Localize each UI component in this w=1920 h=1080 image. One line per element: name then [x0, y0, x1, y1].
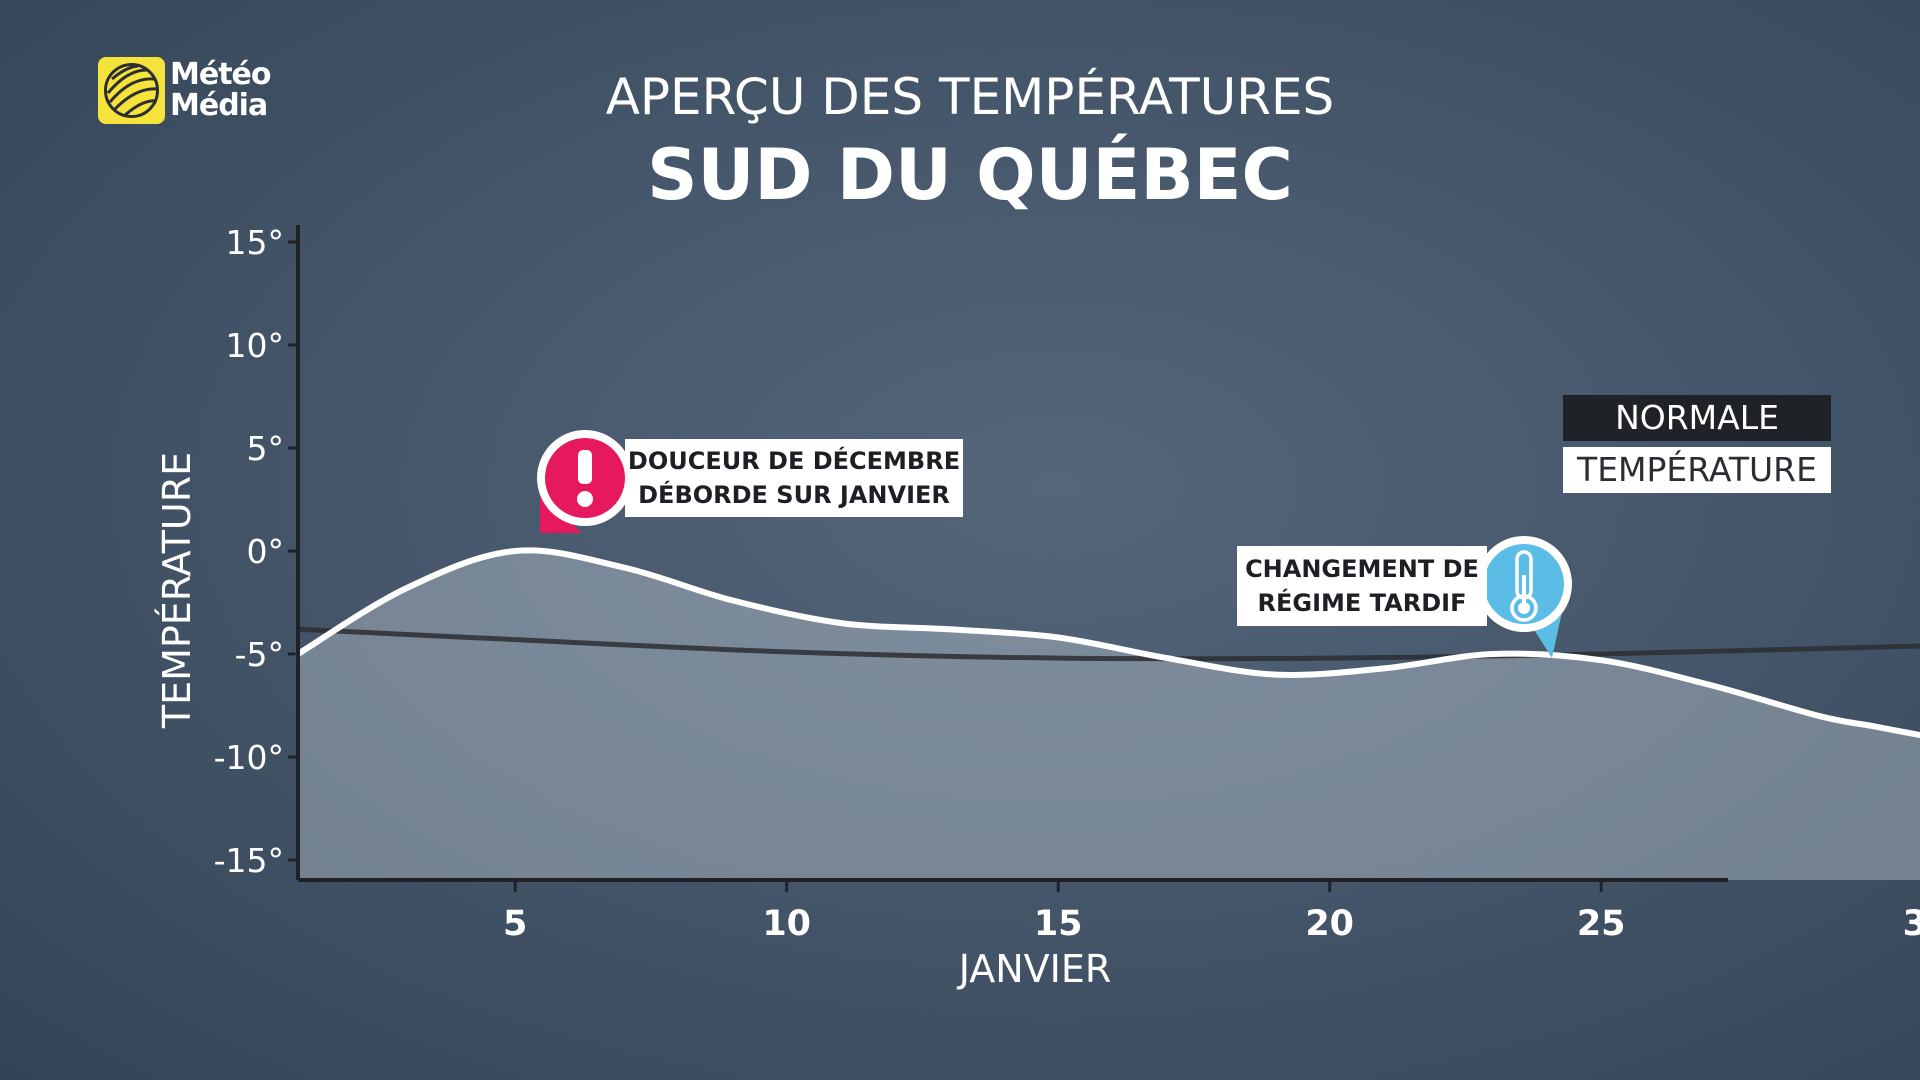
series-line-normale: [295, 626, 1920, 662]
x-axis-title: JANVIER: [957, 947, 1112, 991]
y-tick-label: 10°: [226, 326, 285, 365]
brand-line-2: Média: [170, 88, 268, 123]
y-tick-label: 15°: [226, 223, 285, 262]
brand-line-1: Météo: [170, 57, 271, 92]
annotation-changement: CHANGEMENT DE RÉGIME TARDIF: [1237, 546, 1487, 626]
x-tick-label: 5: [503, 904, 527, 944]
x-tick-label: 20: [1305, 904, 1354, 944]
x-tick-label: 31: [1903, 904, 1920, 944]
x-ticks-layer: 5 10 15 20 25 31: [503, 880, 1920, 944]
legend-normale: NORMALE: [1563, 395, 1831, 441]
x-tick-label: 15: [1034, 904, 1083, 944]
y-tick-label: 0°: [247, 532, 285, 571]
series-lines-layer: [295, 547, 1920, 739]
annotation-douceur-line-1: DOUCEUR DE DÉCEMBRE: [627, 447, 961, 475]
temperature-area-layer: [298, 550, 1920, 880]
exclamation-icon: [577, 450, 593, 507]
annotation-douceur-line-2: DÉBORDE SUR JANVIER: [638, 481, 950, 509]
annotation-changement-line-2: RÉGIME TARDIF: [1257, 589, 1467, 617]
brand-name: Météo Média: [170, 59, 271, 121]
meteomedia-logo: Météo Média: [98, 57, 278, 127]
y-tick-label: -10°: [214, 738, 284, 777]
y-ticks-layer: 15° 10° 5° 0° -5° -10° -15°: [214, 223, 298, 880]
thermometer-icon: [1510, 550, 1538, 622]
legend-temperature: TEMPÉRATURE: [1563, 447, 1831, 493]
y-tick-label: -5°: [235, 635, 284, 674]
chart-subtitle: SUD DU QUÉBEC: [647, 134, 1293, 216]
series-line-temperature: [295, 547, 1920, 739]
chart-header: APERÇU DES TEMPÉRATURES SUD DU QUÉBEC: [0, 62, 1920, 218]
y-tick-label: 5°: [247, 429, 285, 468]
annotation-changement-line-1: CHANGEMENT DE: [1245, 555, 1479, 583]
annotation-douceur: DOUCEUR DE DÉCEMBRE DÉBORDE SUR JANVIER: [625, 439, 963, 517]
chart-title: APERÇU DES TEMPÉRATURES: [605, 68, 1335, 126]
x-tick-label: 10: [762, 904, 811, 944]
y-tick-label: -15°: [214, 841, 284, 880]
meteomedia-globe-icon: [98, 57, 165, 124]
x-tick-label: 25: [1577, 904, 1626, 944]
exclamation-marker: [537, 430, 633, 533]
y-axis-title: TEMPÉRATURE: [155, 452, 199, 729]
temperature-area: [298, 550, 1920, 880]
thermometer-marker: [1476, 536, 1572, 658]
